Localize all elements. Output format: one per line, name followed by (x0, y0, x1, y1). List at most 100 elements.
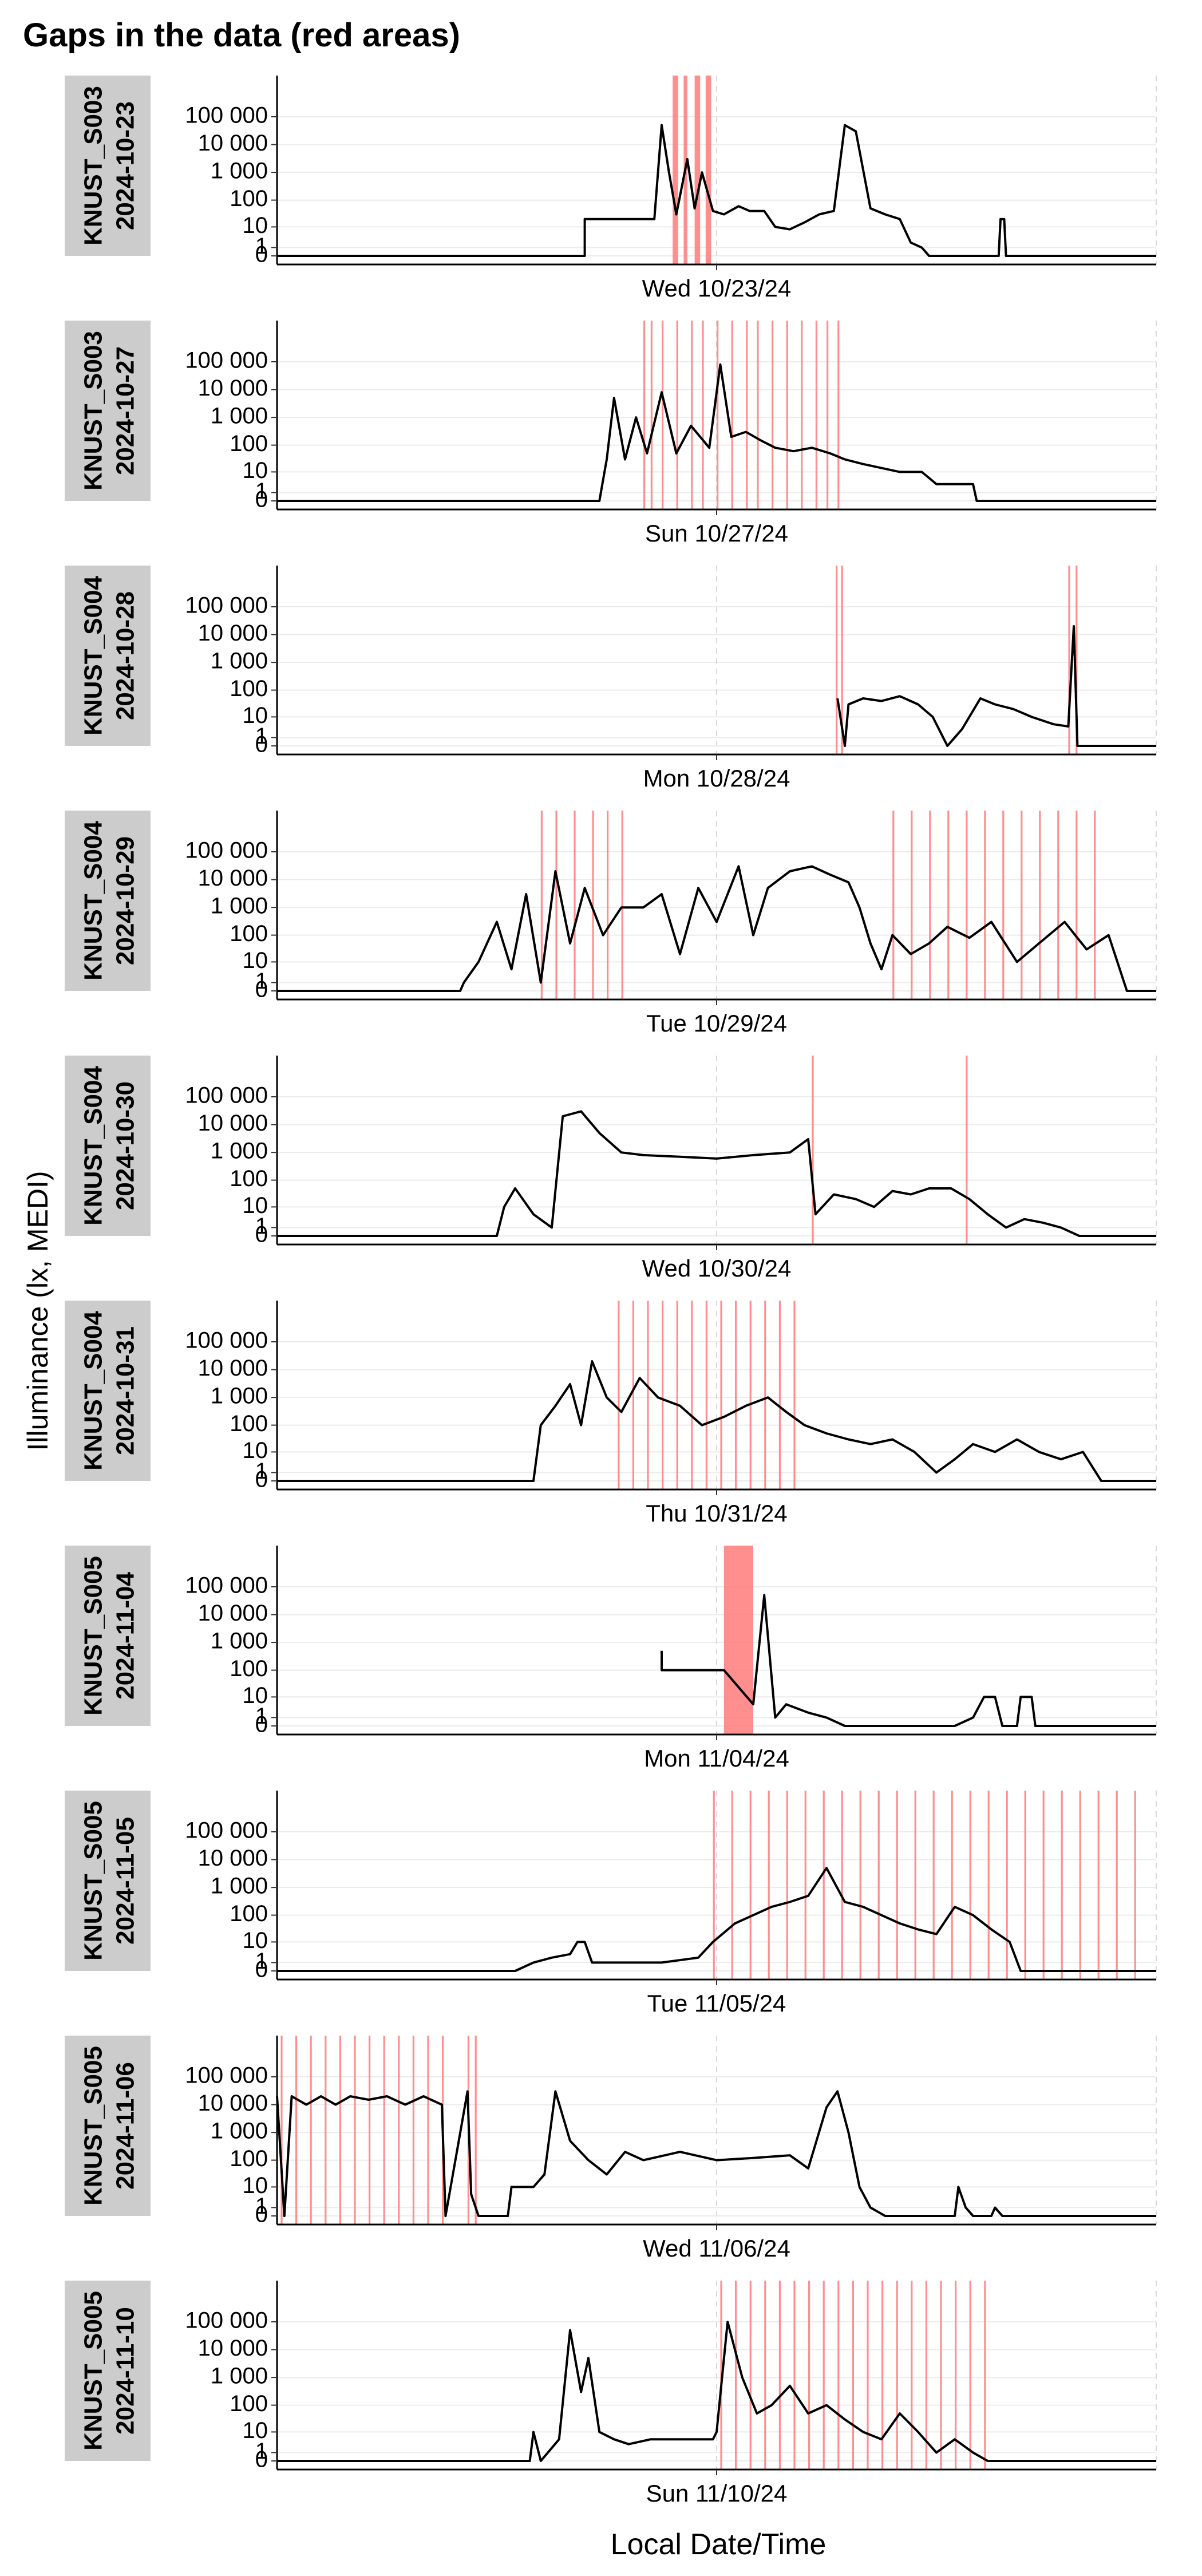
gap-area (295, 2036, 298, 2225)
y-tick-label: 1 000 (211, 894, 268, 919)
y-tick-label: 1 000 (211, 1874, 268, 1899)
gap-area (749, 1301, 752, 1490)
facet-strip (65, 1301, 151, 1481)
y-tick-label: 10 000 (198, 376, 268, 401)
y-tick-label: 10 000 (198, 2091, 268, 2116)
facet-strip-date: 2024-10-27 (112, 346, 140, 475)
facet-strip-date: 2024-10-23 (112, 101, 140, 230)
gap-area (837, 2281, 840, 2470)
gap-area (749, 1791, 752, 1980)
facet-strip-date: 2024-10-28 (112, 591, 140, 720)
gap-area (621, 811, 623, 999)
gap-area (966, 1056, 968, 1244)
gap-area (911, 811, 913, 999)
gap-area (647, 1301, 649, 1490)
facet-strip-id: KNUST_S005 (80, 1801, 108, 1961)
y-tick-label: 100 (230, 676, 268, 701)
y-tick-label: 10 000 (198, 866, 268, 891)
gap-area (691, 321, 693, 509)
x-tick-label: Sun 11/10/24 (646, 2480, 788, 2507)
y-tick-label: 1 000 (211, 1384, 268, 1409)
y-tick-label: 10 000 (198, 1111, 268, 1136)
illuminance-line (277, 865, 1156, 992)
y-tick-label: 0 (255, 1957, 268, 1982)
gap-area (607, 811, 609, 999)
gap-area (717, 321, 719, 509)
gap-area (475, 2036, 477, 2225)
y-tick-label: 1 000 (211, 649, 268, 674)
facet-strip-id: KNUST_S003 (80, 331, 108, 491)
facet-strip-date: 2024-11-10 (112, 2307, 140, 2435)
gap-area (1061, 1791, 1063, 1980)
illuminance-line (277, 1867, 1156, 1972)
y-tick-label: 100 (230, 1656, 268, 1681)
illuminance-line (661, 1594, 1156, 1727)
facet-strip-id: KNUST_S004 (80, 576, 108, 736)
gap-area (310, 2036, 312, 2225)
gap-area (801, 321, 803, 509)
y-tick-label: 1 (255, 1949, 268, 1974)
y-tick-label: 100 (230, 1166, 268, 1191)
illuminance-line (277, 2321, 1156, 2462)
facet-strip-id: KNUST_S005 (80, 1556, 108, 1716)
y-tick-label: 0 (255, 487, 268, 512)
y-tick-label: 10 000 (198, 621, 268, 646)
gap-area (778, 2281, 781, 2470)
y-tick-label: 1 000 (211, 2119, 268, 2144)
facet-strip-date: 2024-10-31 (112, 1326, 140, 1455)
y-tick-label: 10 (243, 2418, 268, 2443)
y-tick-label: 10 (243, 1193, 268, 1218)
gap-area (768, 1791, 770, 1980)
gap-area (325, 2036, 327, 2225)
gap-area (540, 811, 543, 999)
facet-strip-date: 2024-11-04 (112, 1572, 140, 1700)
gap-area (947, 811, 950, 999)
gap-area (1097, 1791, 1100, 1980)
gap-area (1021, 811, 1023, 999)
facet-strip (65, 1546, 151, 1726)
gap-area (984, 2281, 986, 2470)
facet-strip (65, 76, 151, 256)
gap-area (951, 1791, 953, 1980)
gap-area (929, 811, 931, 999)
illuminance-line (277, 1110, 1156, 1237)
gap-area (369, 2036, 371, 2225)
y-tick-label: 100 000 (185, 593, 268, 618)
facet-strip (65, 1056, 151, 1236)
gap-area (764, 1301, 766, 1490)
y-tick-label: 10 000 (198, 1846, 268, 1871)
y-tick-label: 100 (230, 921, 268, 946)
gap-area (1002, 811, 1005, 999)
y-tick-label: 100 (230, 186, 268, 211)
x-tick-label: Tue 11/05/24 (647, 1990, 786, 2017)
facet-strip (65, 2281, 151, 2461)
gap-area (812, 1056, 814, 1244)
gap-area (1039, 811, 1041, 999)
y-tick-label: 0 (255, 732, 268, 757)
gap-area (804, 1791, 806, 1980)
gap-area (650, 321, 653, 509)
y-tick-label: 1 (255, 479, 268, 504)
y-tick-label: 1 000 (211, 404, 268, 429)
y-tick-label: 100 000 (185, 348, 268, 373)
facet-strip (65, 1791, 151, 1971)
gap-area (786, 321, 788, 509)
y-tick-label: 0 (255, 977, 268, 1002)
y-tick-label: 1 (255, 1459, 268, 1484)
gap-area (618, 1301, 620, 1490)
gap-area (662, 1301, 664, 1490)
y-tick-label: 10 (243, 1438, 268, 1463)
gap-area (735, 1301, 737, 1490)
gap-area (705, 76, 711, 264)
gap-area (1057, 811, 1059, 999)
gap-area (896, 1791, 898, 1980)
gap-area (969, 2281, 971, 2470)
x-tick-label: Wed 10/23/24 (642, 275, 792, 302)
gap-area (940, 2281, 942, 2470)
gap-area (841, 1791, 843, 1980)
gap-area (383, 2036, 385, 2225)
gap-area (827, 321, 829, 509)
gap-area (823, 2281, 825, 2470)
gap-area (793, 1301, 796, 1490)
gap-area (643, 321, 646, 509)
